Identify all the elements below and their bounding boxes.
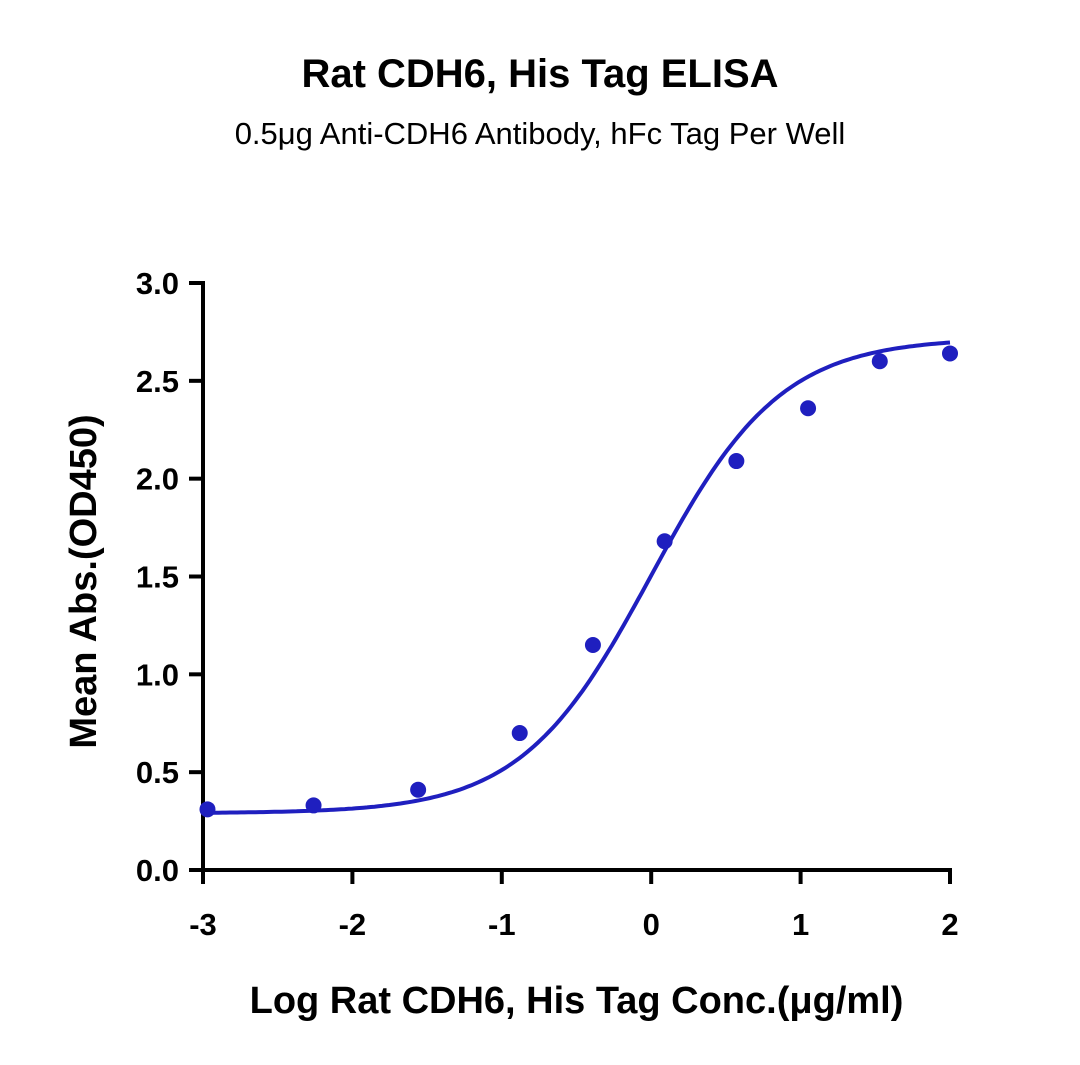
data-point (410, 781, 427, 798)
x-tick-label: 1 (792, 907, 809, 942)
data-point (800, 400, 817, 417)
data-point (199, 801, 216, 818)
x-tick-label: -3 (189, 907, 217, 942)
data-point (584, 636, 601, 653)
data-point (871, 353, 888, 370)
y-tick-label: 1.0 (136, 657, 179, 692)
x-tick-label: 2 (941, 907, 958, 942)
data-point (942, 345, 958, 362)
chart-subtitle: 0.5μg Anti-CDH6 Antibody, hFc Tag Per We… (234, 116, 846, 151)
y-tick-label: 1.5 (136, 560, 179, 595)
x-ticks: -3 -2 -1 0 1 2 (189, 870, 959, 942)
data-point (728, 453, 745, 470)
x-tick-label: -1 (488, 907, 516, 942)
y-axis-title: Mean Abs.(OD450) (63, 414, 105, 748)
y-tick-label: 3.0 (136, 266, 179, 301)
data-point (511, 725, 528, 742)
x-axis-title: Log Rat CDH6, His Tag Conc.(μg/ml) (250, 980, 904, 1022)
fit-curve (207, 340, 951, 815)
data-point (305, 797, 322, 814)
x-tick-label: 0 (643, 907, 660, 942)
y-tick-label: 2.5 (136, 364, 179, 399)
y-tick-label: 0.0 (136, 853, 179, 888)
data-points (199, 345, 958, 818)
y-ticks: 0.0 0.5 1.0 1.5 2.0 2.5 3.0 (136, 266, 203, 888)
x-tick-label: -2 (339, 907, 367, 942)
chart-title: Rat CDH6, His Tag ELISA (301, 52, 779, 96)
data-point (656, 533, 673, 550)
y-tick-label: 0.5 (136, 755, 179, 790)
axes (201, 281, 952, 872)
y-tick-label: 2.0 (136, 462, 179, 497)
